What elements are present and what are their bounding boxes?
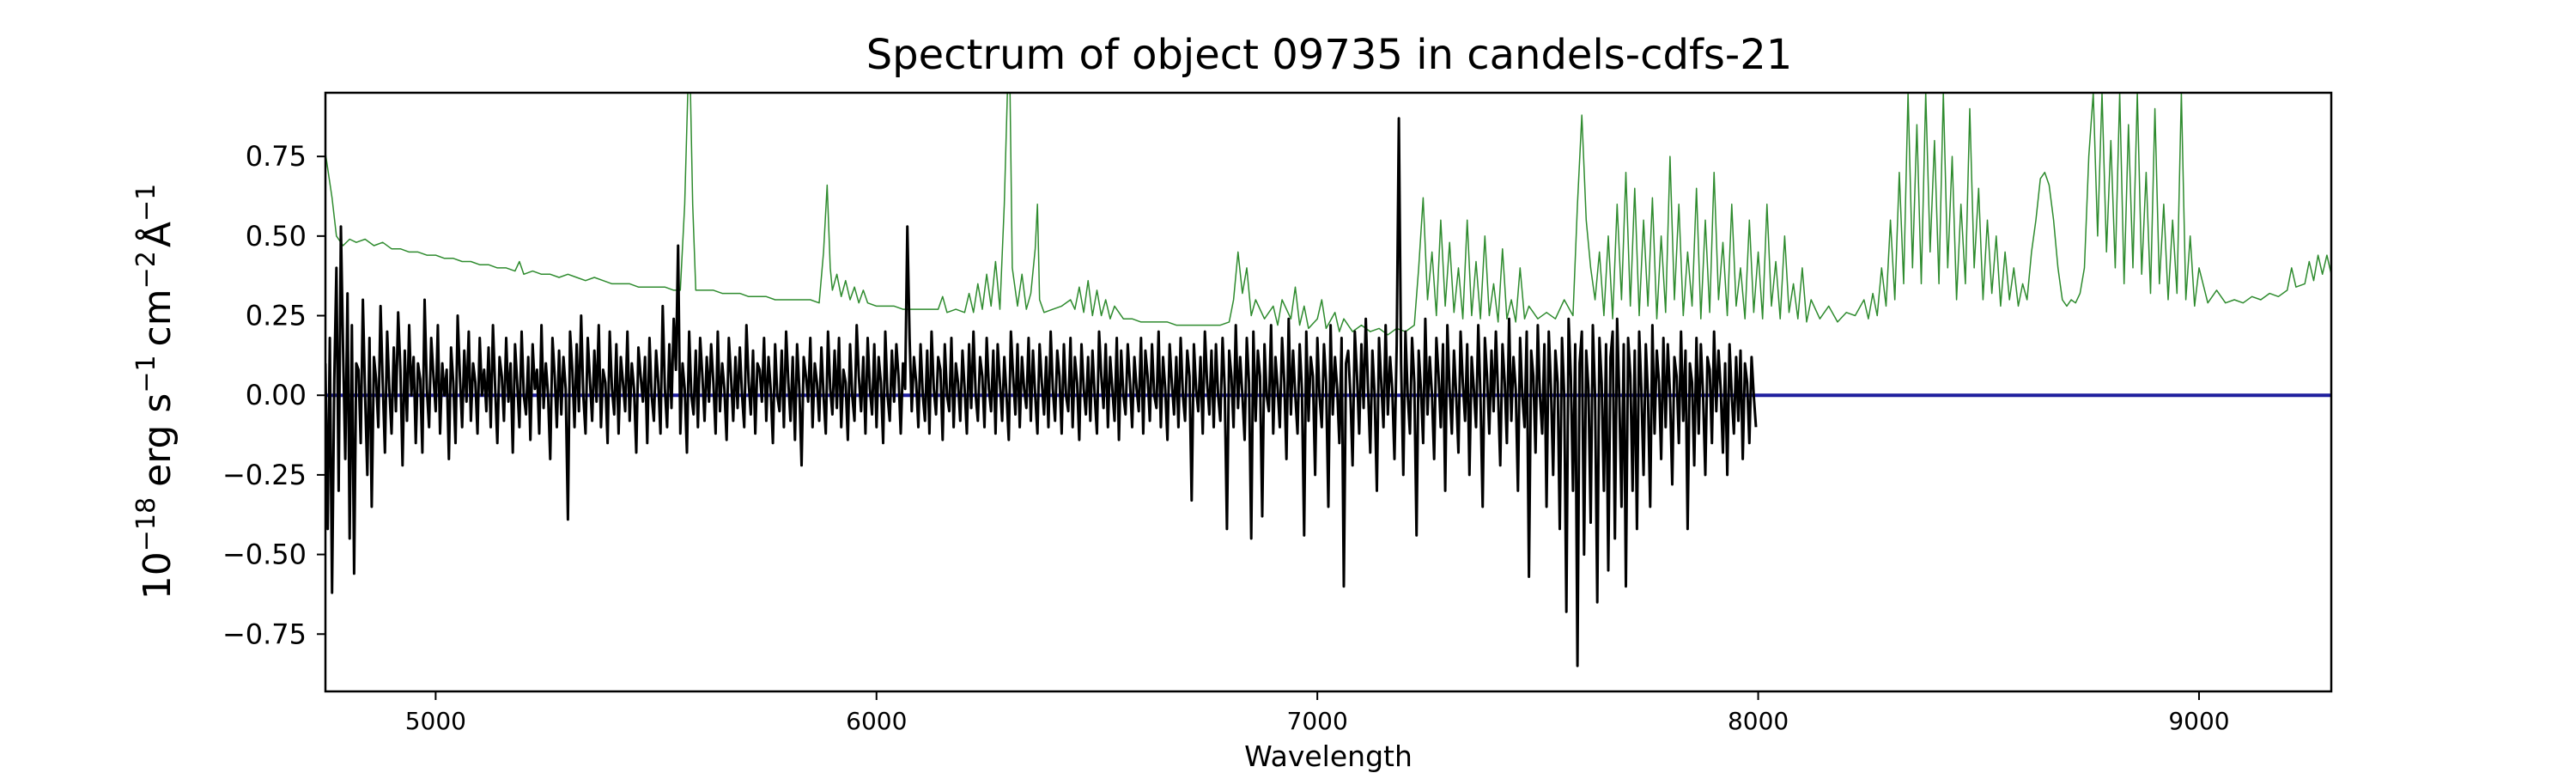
y-tick-label: −0.25 bbox=[222, 459, 307, 491]
y-axis-label: 10−18erg s−1cm−2Å−1 bbox=[131, 184, 179, 600]
y-tick-label: 0.00 bbox=[246, 379, 307, 411]
y-label-unit2: cm bbox=[136, 289, 179, 346]
y-label-exp1: −1 bbox=[131, 355, 161, 393]
y-tick-label: −0.50 bbox=[222, 539, 307, 571]
y-tick-label: 0.25 bbox=[246, 300, 307, 332]
y-label-exp3: −1 bbox=[131, 184, 161, 222]
plot-frame bbox=[324, 91, 2333, 693]
y-label-base: 10 bbox=[136, 551, 179, 600]
x-axis-ticks: 5000 6000 7000 8000 9000 bbox=[405, 691, 2230, 735]
y-label-exp2: −2 bbox=[131, 251, 161, 289]
x-tick-label: 5000 bbox=[405, 707, 466, 735]
series-layer bbox=[325, 93, 2331, 667]
y-label-unit3: Å bbox=[134, 222, 179, 247]
y-tick-label: 0.50 bbox=[246, 220, 307, 253]
y-label-unit1: erg s bbox=[136, 393, 179, 487]
x-tick-label: 9000 bbox=[2168, 707, 2229, 735]
flux-series-line bbox=[325, 117, 1758, 667]
y-axis-ticks: −0.75 −0.50 −0.25 0.00 0.25 0.50 0.75 bbox=[222, 140, 325, 650]
x-axis-label: Wavelength bbox=[1244, 740, 1413, 773]
x-tick-label: 7000 bbox=[1287, 707, 1348, 735]
y-tick-label: −0.75 bbox=[222, 618, 307, 650]
x-tick-label: 6000 bbox=[846, 707, 907, 735]
x-tick-label: 8000 bbox=[1728, 707, 1789, 735]
error-series-line bbox=[325, 93, 2331, 336]
y-label-exp: −18 bbox=[131, 497, 161, 551]
chart-title: Spectrum of object 09735 in candels-cdfs… bbox=[866, 31, 1793, 79]
y-tick-label: 0.75 bbox=[246, 140, 307, 173]
